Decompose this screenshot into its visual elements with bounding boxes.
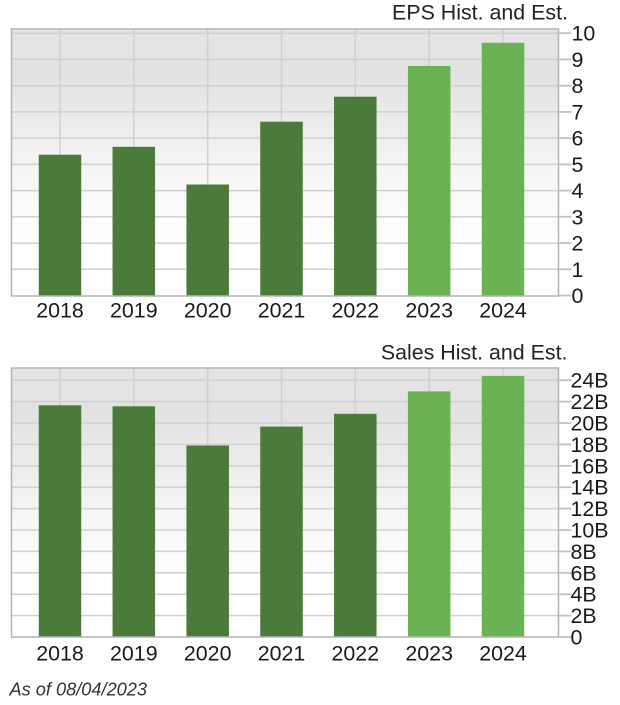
svg-text:3: 3 — [572, 205, 584, 229]
svg-text:2024: 2024 — [479, 642, 527, 666]
svg-text:2024: 2024 — [479, 299, 527, 323]
svg-text:7: 7 — [572, 100, 584, 124]
svg-text:18B: 18B — [571, 433, 609, 457]
svg-text:1: 1 — [572, 258, 584, 282]
svg-text:As of 08/04/2023: As of 08/04/2023 — [9, 680, 148, 700]
svg-text:2020: 2020 — [184, 642, 232, 666]
svg-text:2020: 2020 — [184, 299, 232, 323]
svg-text:9: 9 — [572, 48, 584, 72]
svg-text:10: 10 — [572, 22, 596, 46]
svg-text:2023: 2023 — [405, 642, 453, 666]
svg-text:24B: 24B — [571, 369, 609, 393]
svg-text:10B: 10B — [571, 519, 609, 543]
svg-text:8B: 8B — [571, 540, 597, 564]
svg-text:2021: 2021 — [258, 642, 306, 666]
svg-text:2019: 2019 — [110, 299, 158, 323]
svg-text:2B: 2B — [571, 604, 597, 628]
svg-text:14B: 14B — [571, 476, 609, 500]
svg-text:2019: 2019 — [110, 642, 158, 666]
svg-text:4: 4 — [572, 179, 584, 203]
svg-text:2022: 2022 — [332, 642, 380, 666]
svg-text:12B: 12B — [571, 497, 609, 521]
svg-text:2023: 2023 — [405, 299, 453, 323]
svg-text:0: 0 — [572, 284, 584, 308]
svg-text:2: 2 — [572, 232, 584, 256]
svg-text:Sales Hist. and Est.: Sales Hist. and Est. — [381, 340, 568, 364]
svg-text:5: 5 — [572, 153, 584, 177]
svg-text:16B: 16B — [571, 454, 609, 478]
svg-text:6B: 6B — [571, 561, 597, 585]
svg-text:4B: 4B — [571, 583, 597, 607]
svg-text:2018: 2018 — [36, 299, 84, 323]
svg-text:2018: 2018 — [36, 642, 84, 666]
svg-text:2022: 2022 — [332, 299, 380, 323]
svg-text:8: 8 — [572, 74, 584, 98]
svg-text:22B: 22B — [571, 390, 609, 414]
svg-text:6: 6 — [572, 127, 584, 151]
svg-text:2021: 2021 — [258, 299, 306, 323]
svg-text:20B: 20B — [571, 412, 609, 436]
svg-text:0: 0 — [571, 626, 583, 650]
svg-text:EPS Hist. and Est.: EPS Hist. and Est. — [392, 0, 568, 24]
